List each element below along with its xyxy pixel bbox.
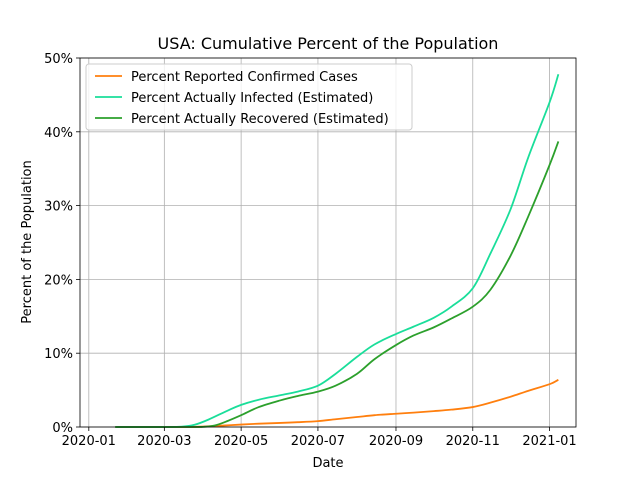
y-axis-ticks: 0% 10% 20% 30% 40% 50% bbox=[44, 52, 80, 436]
y-tick-label: 20% bbox=[44, 273, 73, 288]
legend-label-confirmed: Percent Reported Confirmed Cases bbox=[131, 70, 358, 85]
y-tick-label: 0% bbox=[52, 421, 73, 436]
legend-label-infected: Percent Actually Infected (Estimated) bbox=[131, 91, 373, 106]
plot-frame bbox=[79, 57, 577, 428]
x-tick-label: 2020-01 bbox=[62, 434, 116, 449]
x-axis-label: Date bbox=[312, 456, 343, 471]
series-line-actually-recovered bbox=[115, 141, 560, 428]
y-tick-label: 40% bbox=[44, 126, 73, 141]
x-tick-label: 2021-01 bbox=[522, 434, 576, 449]
y-axis-label: Percent of the Population bbox=[20, 160, 35, 323]
legend-box bbox=[85, 63, 413, 131]
y-tick-label: 30% bbox=[44, 200, 73, 215]
x-tick-label: 2020-11 bbox=[446, 434, 500, 449]
legend: Percent Reported Confirmed Cases Percent… bbox=[85, 63, 413, 131]
legend-label-recovered: Percent Actually Recovered (Estimated) bbox=[131, 112, 389, 127]
series-line-actually-infected bbox=[115, 73, 560, 428]
x-tick-label: 2020-07 bbox=[291, 434, 345, 449]
y-tick-label: 10% bbox=[44, 347, 73, 362]
x-tick-label: 2020-03 bbox=[137, 434, 191, 449]
x-axis-ticks: 2020-01 2020-03 2020-05 2020-07 2020-09 2020-… bbox=[62, 427, 577, 449]
x-tick-label: 2020-05 bbox=[214, 434, 268, 449]
series-layer bbox=[115, 73, 560, 428]
chart-title: USA: Cumulative Percent of the Populatio… bbox=[158, 34, 499, 53]
x-tick-label: 2020-09 bbox=[369, 434, 423, 449]
y-tick-label: 50% bbox=[44, 52, 73, 67]
